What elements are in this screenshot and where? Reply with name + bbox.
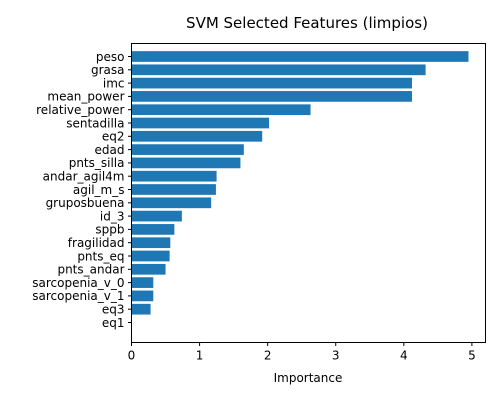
chart-title: SVM Selected Features (limpios) [186,14,428,32]
bar-edad [131,144,244,155]
y-axis: pesograsaimcmean_powerrelative_powersent… [32,50,132,330]
y-tick-label: mean_power [47,90,124,104]
bar-pnts_eq [131,250,170,262]
bar-id_3 [131,210,182,222]
y-tick-label: agil_m_s [73,183,125,197]
y-tick-label: sppb [95,223,124,237]
bar-sarcopenia_v_1 [131,290,154,302]
bar-relative_power [131,104,311,116]
bar-sentadilla [131,117,270,129]
bar-sarcopenia_v_0 [131,277,154,288]
y-tick-label: sarcopenia_v_1 [32,289,124,303]
x-axis: 0 1 2 3 4 5 [128,342,476,363]
y-tick-label: id_3 [100,209,125,223]
y-tick-label: gruposbuena [46,196,125,210]
bar-imc [131,77,412,89]
y-tick-label: pnts_eq [77,249,124,263]
y-tick-label: peso [96,50,125,64]
bars-group [131,51,469,315]
y-tick-label: andar_agil4m [43,170,125,184]
x-tick-label: 5 [468,349,476,363]
y-tick-label: edad [95,143,125,157]
x-tick-label: 2 [264,349,272,363]
bar-pnts_andar [131,263,166,275]
bar-peso [131,51,469,62]
y-tick-label: eq2 [102,130,125,144]
x-tick-label: 4 [400,349,408,363]
bar-andar_agil4m [131,170,217,182]
bar-grasa [131,64,426,76]
x-axis-label: Importance [274,371,343,385]
x-tick-label: 0 [128,349,136,363]
bar-eq2 [131,130,263,142]
y-tick-label: imc [103,76,125,90]
y-tick-label: fragilidad [68,236,125,250]
y-tick-label: pnts_silla [69,156,125,170]
y-tick-label: eq1 [102,316,125,330]
bar-gruposbuena [131,197,212,209]
y-tick-label: eq3 [102,303,125,317]
bar-eq3 [131,303,151,315]
x-tick-label: 1 [196,349,204,363]
y-tick-label: sarcopenia_v_0 [32,276,124,290]
bar-mean_power [131,91,412,102]
bar-fragilidad [131,237,171,249]
y-tick-label: relative_power [36,103,124,117]
x-tick-label: 3 [332,349,340,363]
y-tick-label: grasa [91,63,125,77]
y-tick-label: sentadilla [66,116,124,130]
bar-agil_m_s [131,184,216,195]
y-tick-label: pnts_andar [57,263,124,277]
bar-pnts_silla [131,157,241,169]
plot-frame [131,43,486,343]
bar-sppb [131,224,175,235]
